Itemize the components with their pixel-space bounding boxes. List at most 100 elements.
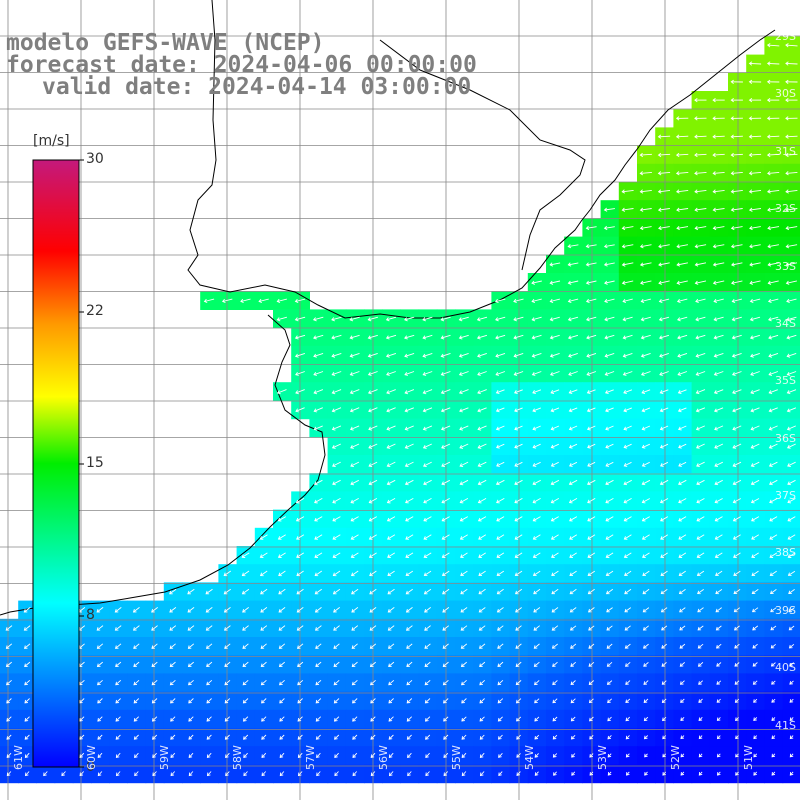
wind-arrow [749, 334, 761, 340]
wind-arrow [533, 625, 540, 631]
wind-arrow [675, 134, 689, 139]
wind-arrow [567, 244, 579, 249]
wind-arrow [730, 171, 743, 176]
wind-arrow [639, 171, 652, 176]
wind-arrow [695, 407, 706, 413]
wind-arrow [659, 425, 669, 431]
wind-arrow [96, 607, 104, 613]
wind-arrow [351, 588, 359, 595]
wind-arrow [24, 643, 31, 649]
wind-arrow [569, 534, 578, 540]
wind-arrow [385, 316, 397, 322]
wind-arrow [243, 771, 248, 777]
wind-arrow [532, 425, 541, 431]
wind-arrow [350, 479, 360, 486]
wind-arrow [294, 334, 306, 340]
wind-arrow [315, 625, 322, 631]
wind-arrow [586, 316, 597, 322]
colorbar-tick-marks [79, 159, 84, 768]
wind-arrow [513, 352, 524, 358]
wind-arrow [5, 643, 13, 649]
wind-arrow [151, 625, 158, 631]
wind-arrow [331, 443, 341, 449]
wind-arrow [623, 479, 632, 486]
wind-arrow [785, 189, 798, 194]
wind-arrow [151, 661, 158, 667]
wind-arrow [733, 589, 741, 595]
wind-arrow [532, 552, 541, 558]
wind-arrow [750, 407, 760, 413]
wind-arrow [259, 570, 268, 577]
wind-arrow [223, 607, 231, 613]
wind-arrow [785, 61, 798, 66]
wind-arrow [644, 771, 648, 776]
wind-arrow [96, 625, 104, 631]
wind-arrow [766, 134, 780, 139]
wind-arrow [732, 443, 742, 449]
wind-arrow [642, 570, 650, 577]
wind-arrow [713, 334, 724, 340]
wind-arrow [604, 371, 615, 376]
wind-arrow [679, 607, 686, 613]
wind-arrow [660, 570, 668, 577]
wind-arrow [657, 207, 670, 212]
wind-arrow [623, 534, 632, 540]
wind-arrow [694, 244, 707, 249]
wind-arrow [314, 534, 323, 540]
wind-arrow [550, 479, 560, 486]
wind-arrow [659, 389, 669, 395]
wind-arrow [223, 588, 231, 595]
wind-arrow [386, 425, 396, 431]
wind-arrow [276, 316, 288, 322]
wind-arrow [752, 643, 758, 649]
wind-arrow [661, 643, 667, 649]
wind-arrow [659, 371, 669, 376]
wind-arrow [694, 134, 707, 139]
wind-arrow [788, 607, 795, 613]
wind-arrow [605, 425, 614, 431]
wind-arrow [697, 607, 704, 613]
wind-arrow [789, 662, 794, 667]
wind-arrow [295, 407, 305, 413]
wind-arrow [624, 625, 631, 631]
wind-arrow [570, 716, 576, 722]
wind-arrow [785, 262, 798, 267]
wind-arrow [641, 461, 650, 467]
wind-arrow [713, 352, 724, 358]
wind-arrow [406, 716, 413, 722]
wind-arrow [242, 698, 249, 704]
wind-arrow [568, 352, 578, 358]
wind-arrow [675, 152, 689, 158]
wind-arrow [605, 552, 614, 558]
wind-arrow [6, 716, 12, 722]
wind-arrow [279, 752, 285, 758]
wind-arrow [641, 516, 650, 522]
wind-arrow [712, 244, 725, 249]
wind-arrow [735, 735, 739, 740]
wind-arrow [241, 588, 250, 595]
wind-arrow [496, 461, 505, 467]
wind-arrow [495, 479, 505, 486]
wind-arrow [714, 516, 723, 522]
wind-arrow [660, 516, 669, 522]
wind-arrow [206, 716, 212, 722]
wind-arrow [332, 461, 341, 468]
wind-arrow [677, 371, 688, 376]
wind-arrow [349, 389, 360, 395]
wind-arrow [605, 534, 614, 540]
wind-arrow [349, 352, 360, 358]
wind-arrow [441, 479, 451, 486]
wind-arrow [169, 588, 177, 595]
wind-arrow [587, 607, 595, 613]
wind-arrow [331, 425, 342, 431]
wind-arrow [753, 735, 758, 740]
wind-arrow [640, 280, 652, 285]
wind-arrow [748, 207, 761, 212]
latitude-label: 37S [775, 489, 796, 503]
wind-arrow [169, 607, 177, 613]
wind-arrow [5, 625, 13, 631]
wind-arrow [766, 79, 780, 84]
wind-arrow [479, 698, 485, 704]
wind-arrow [315, 716, 322, 722]
colorbar-tick-label: 22 [86, 303, 104, 319]
